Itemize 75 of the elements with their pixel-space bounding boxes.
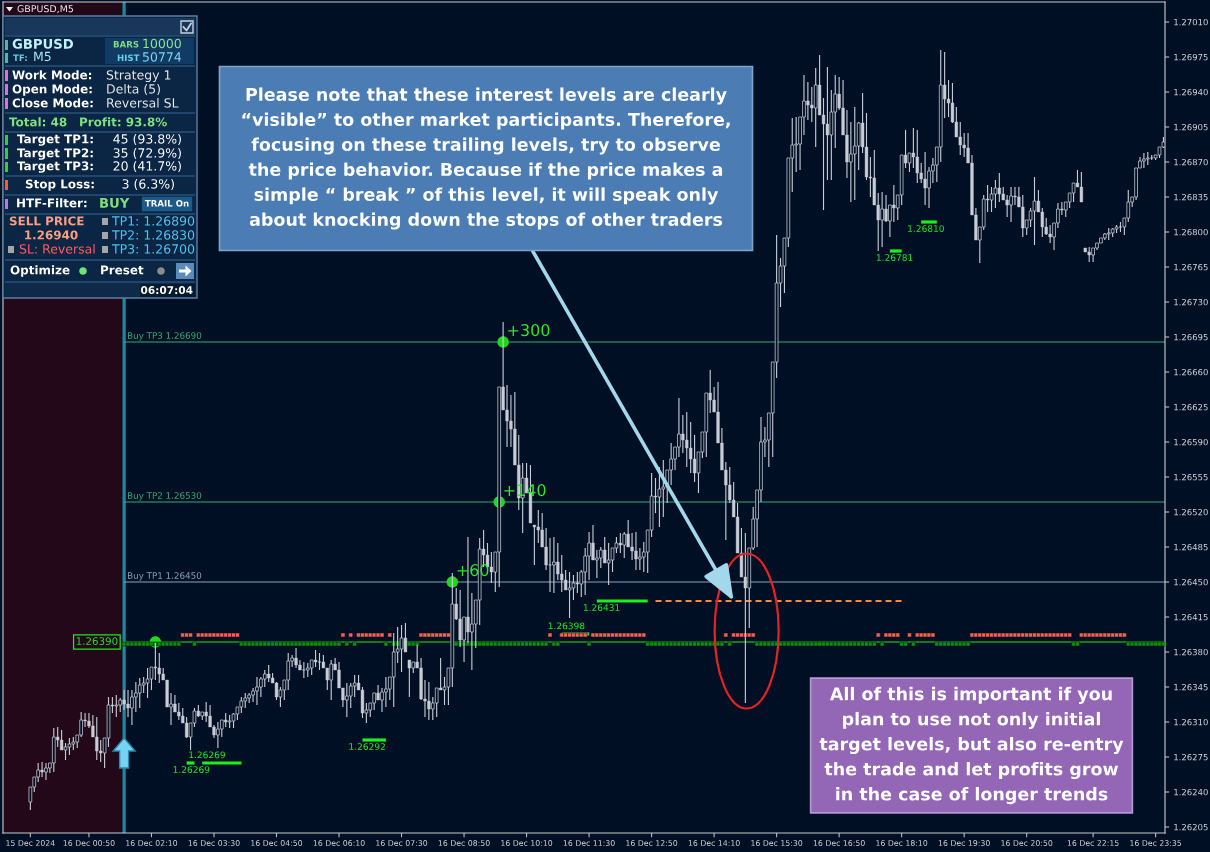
y-tick-label: 1.26310 <box>1174 718 1208 726</box>
annotation: Profit: 93.8% <box>80 117 167 127</box>
y-tick-label: 1.26730 <box>1174 298 1208 306</box>
y-tick-label: 1.26345 <box>1174 683 1208 691</box>
annotation: SELL PRICE <box>9 216 84 226</box>
y-tick-label: 1.26905 <box>1174 123 1208 131</box>
y-tick-label: 1.26380 <box>1174 648 1208 656</box>
annotation: 3 (6.3%) <box>122 178 174 191</box>
y-tick-label: 1.26835 <box>1174 193 1208 201</box>
y-tick-label: 1.26275 <box>1174 753 1208 761</box>
annotation: Work Mode: <box>12 70 92 80</box>
y-tick-label: 1.26205 <box>1174 823 1208 831</box>
annotation: HTF-Filter: <box>17 198 87 208</box>
ref-line-label: Buy TP1 1.26450 <box>127 572 202 581</box>
y-tick-label: 1.26695 <box>1174 333 1208 341</box>
y-tick-label: 1.26870 <box>1174 158 1208 166</box>
annotation: +300 <box>508 324 550 337</box>
y-tick-label: 1.26555 <box>1174 473 1208 481</box>
annotation: HIST <box>117 54 140 61</box>
annotation: GBPUSD <box>12 38 74 49</box>
annotation: Reversal SL <box>107 97 179 108</box>
ref-line-label: 1.26390 <box>76 637 118 645</box>
annotation: 20 (41.7%) <box>113 160 181 173</box>
annotation: Target TP2: <box>17 148 93 160</box>
annotation: Preset <box>101 265 144 275</box>
ref-line-label: Buy TP3 1.26690 <box>127 332 202 341</box>
y-tick-label: 1.26590 <box>1174 438 1208 446</box>
annotation: TF: <box>13 54 27 61</box>
annotation: TP1: 1.26890 <box>111 216 195 226</box>
annotation: 10000 <box>143 38 181 49</box>
annotation: Delta (5) <box>107 83 160 96</box>
y-tick-label: 1.26975 <box>1174 53 1208 61</box>
annotation: Strategy 1 <box>106 70 171 83</box>
series-label: 1.26269 <box>173 766 210 773</box>
y-tick-label: 1.26800 <box>1174 228 1208 236</box>
chart-title: GBPUSD,M5 <box>17 5 74 14</box>
annotation: BARS <box>113 40 139 48</box>
annotation: TP3: 1.26700 <box>111 244 195 254</box>
annotation: 1.26940 <box>25 230 78 240</box>
series-label: 1.26781 <box>876 254 913 261</box>
y-tick-label: 1.26485 <box>1174 543 1208 551</box>
series-label: 1.26431 <box>583 604 620 611</box>
annotation: 50774 <box>142 52 182 62</box>
annotation: Open Mode: <box>12 84 92 96</box>
annotation: SL: Reversal <box>19 243 95 254</box>
y-tick-label: 1.26415 <box>1174 613 1208 621</box>
ref-line-label: Buy TP2 1.26530 <box>127 492 202 501</box>
annotation: Stop Loss: <box>25 179 94 191</box>
annotation: +60 <box>457 564 489 577</box>
annotation: TP2: 1.26830 <box>111 230 195 240</box>
y-tick-label: 1.26765 <box>1174 263 1208 271</box>
y-tick-label: 1.26660 <box>1174 368 1208 376</box>
series-label: 1.26398 <box>548 622 585 630</box>
series-label: 1.26269 <box>189 751 225 759</box>
annotation: Please note that these interest levels are clearly “visible” to other market participants. Therefore, focusing on these trailing levels, try to observe the price behavior. Because if the price makes a simple “ break ” of this level, it will speak only about knocking down the stops of other traders <box>242 87 730 230</box>
annotation: Total: 48 <box>9 117 67 127</box>
annotation: Target TP3: <box>17 161 93 173</box>
series-label: 1.26810 <box>908 225 944 232</box>
annotation: M5 <box>34 51 51 62</box>
y-tick-label: 1.26450 <box>1174 578 1208 586</box>
y-tick-label: 1.26520 <box>1174 508 1208 516</box>
annotation: Target TP1: <box>17 134 93 146</box>
annotation: Close Mode: <box>12 98 93 108</box>
y-tick-label: 1.26240 <box>1174 788 1208 796</box>
annotation: Optimize <box>10 265 70 277</box>
annotation: BUY <box>100 198 130 208</box>
y-tick-label: 1.27010 <box>1174 18 1208 26</box>
series-label: 1.26292 <box>349 743 385 750</box>
y-tick-label: 1.26940 <box>1174 88 1208 96</box>
annotation: TRAIL On <box>144 199 189 207</box>
annotation: 45 (93.8%) <box>113 133 181 146</box>
annotation: All of this is important if you plan to use not only initial target levels, but also re-entry the trade and let profits grow in the case of longer trends <box>819 686 1124 805</box>
y-tick-label: 1.26625 <box>1174 403 1208 411</box>
annotation: 06:07:04 <box>141 286 193 295</box>
annotation: 35 (72.9%) <box>113 147 181 160</box>
